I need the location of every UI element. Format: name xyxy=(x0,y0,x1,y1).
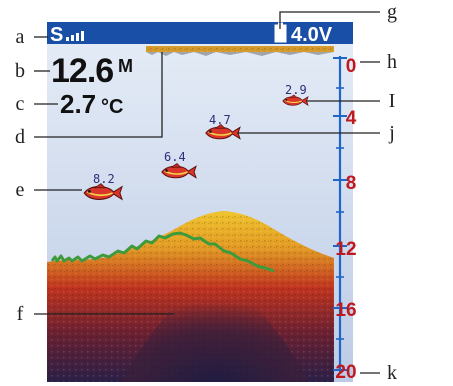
temperature-value: 2.7 xyxy=(60,89,96,119)
depth-value: 12.6 xyxy=(51,52,113,90)
callout-d: d xyxy=(15,126,25,148)
depth-tick-0: 0 xyxy=(346,56,357,77)
fish-depth-label: 6.4 xyxy=(164,150,186,164)
fish-depth-label: 4.7 xyxy=(209,113,231,127)
callout-g: g xyxy=(387,1,397,23)
callout-i: I xyxy=(389,90,396,112)
callout-h: h xyxy=(387,51,397,73)
sonar-symbol: S xyxy=(50,24,63,46)
signal-bars-icon xyxy=(66,31,84,41)
depth-unit: M xyxy=(118,56,133,76)
temperature-unit: °C xyxy=(101,96,123,118)
callout-e: e xyxy=(16,179,25,201)
fish-4-7: 4.7 xyxy=(205,113,241,140)
fish-depth-label: 8.2 xyxy=(93,172,115,186)
depth-tick-12: 12 xyxy=(335,239,356,260)
depth-tick-4: 4 xyxy=(346,108,357,129)
surface-clutter xyxy=(146,46,334,56)
callout-leaders xyxy=(34,11,380,374)
battery-voltage: 4.0V xyxy=(291,24,333,46)
depth-tick-8: 8 xyxy=(346,173,357,194)
depth-tick-20: 20 xyxy=(335,362,356,383)
fish-2-9: 2.9 xyxy=(282,83,309,106)
callout-k: k xyxy=(387,362,397,384)
depth-scale: 0 4 8 12 16 20 xyxy=(333,56,357,383)
callout-c: c xyxy=(16,93,25,115)
bottom-contour xyxy=(47,211,334,382)
callout-b: b xyxy=(15,60,25,82)
callout-f: f xyxy=(17,303,24,325)
callout-j: j xyxy=(388,122,395,144)
fish-depth-label: 2.9 xyxy=(285,83,307,97)
callout-a: a xyxy=(16,26,25,48)
depth-tick-16: 16 xyxy=(335,300,356,321)
fish-6-4: 6.4 xyxy=(161,150,197,179)
fish-8-2: 8.2 xyxy=(83,172,123,201)
